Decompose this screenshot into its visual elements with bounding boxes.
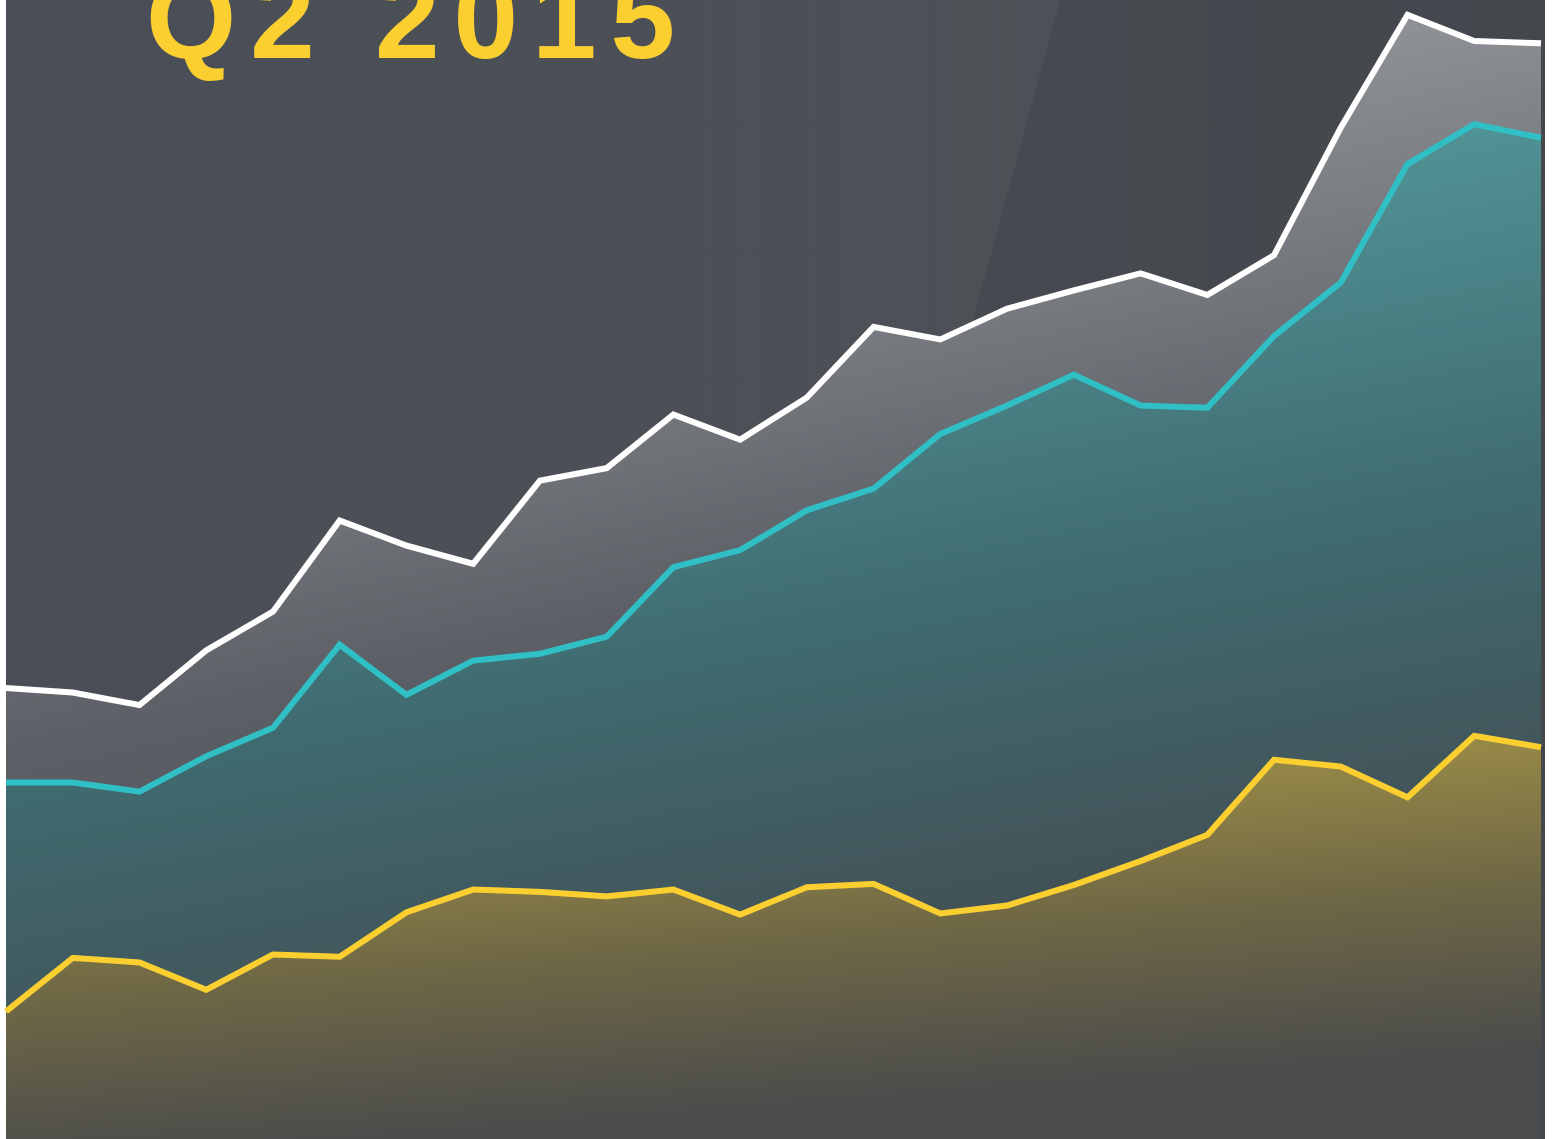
chart-title: Q2 2015: [146, 0, 689, 83]
line: [5, 11, 1542, 709]
line: [4, 732, 1542, 1014]
plot: [4, 11, 1542, 1139]
areas: [6, 14, 1541, 1139]
line: [6, 120, 1542, 795]
area: [6, 735, 1541, 1139]
lines: [4, 11, 1542, 1014]
